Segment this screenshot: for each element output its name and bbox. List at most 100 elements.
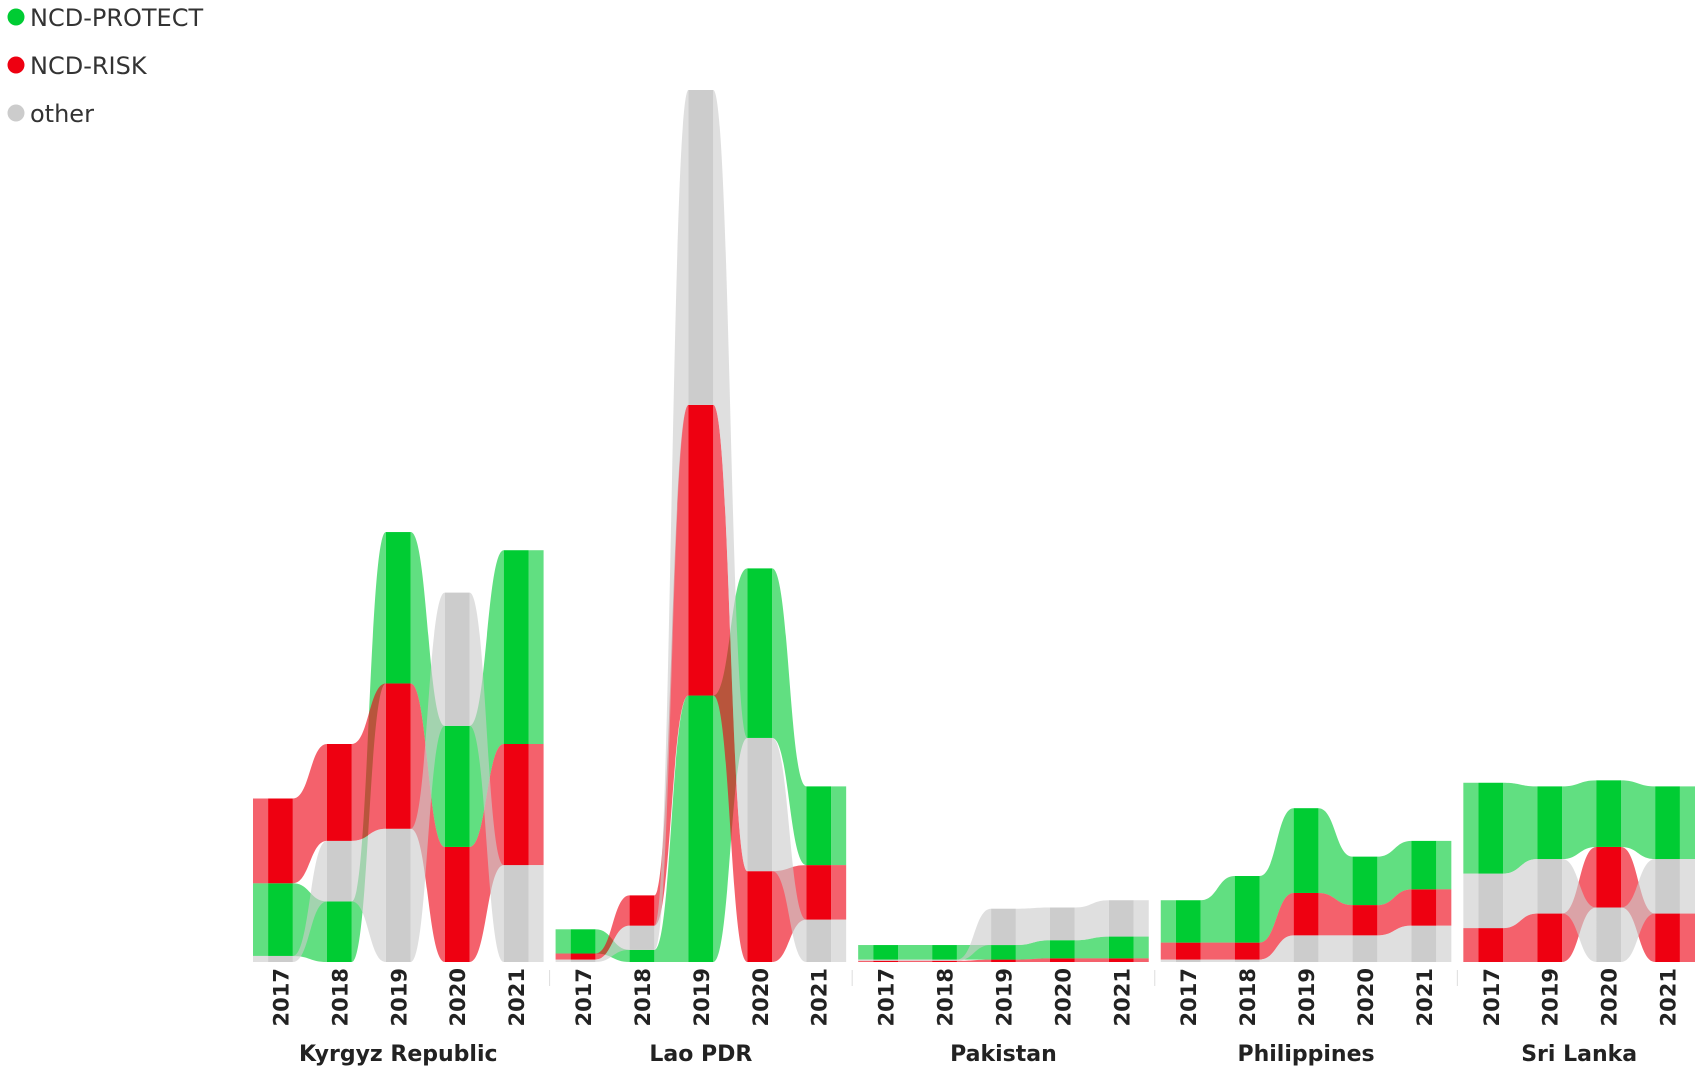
bar-lao-pdr-2017-other[interactable]: [570, 959, 596, 962]
bar-philippines-2019-ncd-risk[interactable]: [1293, 892, 1319, 936]
bar-philippines-2020-ncd-risk[interactable]: [1352, 905, 1378, 936]
ribbon-pakistan-ncd-risk-2020-2021[interactable]: [1074, 958, 1109, 962]
bar-philippines-2017-ncd-protect[interactable]: [1175, 900, 1201, 943]
bar-sri-lanka-2019-other[interactable]: [1537, 859, 1563, 914]
ribbon-philippines-ncd-risk-2020-2021[interactable]: [1377, 889, 1412, 936]
bar-kyrgyz-republic-2021-ncd-risk[interactable]: [503, 744, 529, 866]
ribbon-philippines-ncd-risk-2017-2018[interactable]: [1200, 942, 1235, 960]
ribbon-kyrgyz-republic-ncd-protect-2019-2020[interactable]: [410, 532, 445, 847]
bar-lao-pdr-2021-other[interactable]: [806, 919, 832, 962]
ribbon-kyrgyz-republic-ncd-risk-2017-2018[interactable]: [292, 744, 328, 884]
bar-kyrgyz-republic-2018-ncd-protect[interactable]: [327, 901, 352, 962]
bar-lao-pdr-2019-ncd-risk[interactable]: [688, 404, 714, 696]
bar-pakistan-2020-ncd-protect[interactable]: [1050, 940, 1075, 959]
bar-sri-lanka-2020-other[interactable]: [1596, 907, 1621, 963]
ribbon-philippines-other-2018-2019[interactable]: [1259, 935, 1294, 962]
bar-philippines-2020-ncd-protect[interactable]: [1352, 856, 1378, 906]
legend-item-ncd-protect[interactable]: NCD-PROTECT: [7, 4, 204, 32]
bar-philippines-2018-ncd-protect[interactable]: [1234, 876, 1260, 943]
bar-pakistan-2021-ncd-risk[interactable]: [1108, 958, 1134, 962]
bar-sri-lanka-2017-other[interactable]: [1478, 873, 1504, 929]
ribbon-pakistan-ncd-risk-2017-2018[interactable]: [897, 960, 933, 962]
bar-philippines-2017-other[interactable]: [1175, 959, 1201, 962]
ribbon-sri-lanka-other-2019-2020[interactable]: [1562, 859, 1597, 962]
ribbon-lao-pdr-ncd-protect-2018-2019[interactable]: [654, 695, 689, 962]
ribbon-pakistan-other-2020-2021[interactable]: [1074, 900, 1109, 941]
bar-pakistan-2019-other[interactable]: [991, 908, 1016, 946]
bar-pakistan-2018-other[interactable]: [932, 959, 957, 961]
ribbon-kyrgyz-republic-other-2018-2019[interactable]: [351, 828, 386, 962]
bar-philippines-2018-other[interactable]: [1234, 959, 1260, 962]
ribbon-philippines-ncd-risk-2019-2020[interactable]: [1318, 892, 1353, 936]
bar-philippines-2021-other[interactable]: [1411, 925, 1437, 962]
ribbon-kyrgyz-republic-ncd-risk-2018-2019[interactable]: [351, 683, 386, 841]
bar-kyrgyz-republic-2017-ncd-protect[interactable]: [268, 883, 293, 956]
bar-sri-lanka-2021-ncd-risk[interactable]: [1655, 913, 1680, 962]
legend-item-ncd-risk[interactable]: NCD-RISK: [7, 52, 148, 80]
ribbon-philippines-ncd-protect-2017-2018[interactable]: [1200, 876, 1235, 943]
bar-lao-pdr-2019-other[interactable]: [688, 90, 714, 405]
ribbon-philippines-other-2019-2020[interactable]: [1318, 935, 1353, 962]
ribbon-sri-lanka-ncd-protect-2020-2021[interactable]: [1620, 780, 1656, 860]
bar-philippines-2019-other[interactable]: [1293, 935, 1319, 962]
bar-lao-pdr-2018-ncd-risk[interactable]: [629, 895, 655, 926]
ribbon-kyrgyz-republic-ncd-risk-2020-2021[interactable]: [469, 744, 504, 962]
bar-lao-pdr-2021-ncd-protect[interactable]: [806, 786, 832, 866]
bar-lao-pdr-2019-ncd-protect[interactable]: [688, 695, 714, 962]
ribbon-pakistan-other-2018-2019[interactable]: [956, 908, 992, 961]
bar-sri-lanka-2021-other[interactable]: [1655, 859, 1680, 914]
bar-lao-pdr-2020-ncd-risk[interactable]: [747, 871, 773, 962]
bar-kyrgyz-republic-2018-other[interactable]: [327, 840, 352, 902]
bar-kyrgyz-republic-2021-ncd-protect[interactable]: [503, 550, 529, 744]
bar-kyrgyz-republic-2017-ncd-risk[interactable]: [268, 798, 293, 884]
bar-philippines-2021-ncd-risk[interactable]: [1411, 889, 1437, 926]
ribbon-lao-pdr-ncd-protect-2020-2021[interactable]: [772, 568, 807, 866]
ribbon-sri-lanka-other-2017-2019[interactable]: [1503, 859, 1538, 929]
bar-philippines-2018-ncd-risk[interactable]: [1234, 942, 1260, 960]
bar-kyrgyz-republic-2021-other[interactable]: [503, 865, 529, 962]
bar-lao-pdr-2018-ncd-protect[interactable]: [629, 949, 655, 962]
ribbon-kyrgyz-republic-other-2020-2021[interactable]: [469, 592, 504, 962]
bar-lao-pdr-2018-other[interactable]: [629, 925, 655, 950]
bar-lao-pdr-2021-ncd-risk[interactable]: [806, 865, 832, 920]
bar-pakistan-2017-ncd-risk[interactable]: [873, 960, 898, 962]
bar-pakistan-2019-ncd-risk[interactable]: [991, 959, 1016, 962]
ribbon-philippines-other-2017-2018[interactable]: [1200, 959, 1235, 962]
bar-sri-lanka-2020-ncd-risk[interactable]: [1596, 846, 1621, 908]
ribbon-sri-lanka-ncd-protect-2017-2019[interactable]: [1503, 782, 1538, 874]
bar-sri-lanka-2019-ncd-risk[interactable]: [1537, 913, 1563, 962]
ribbon-lao-pdr-ncd-risk-2019-2020[interactable]: [713, 404, 748, 962]
ribbon-lao-pdr-other-2020-2021[interactable]: [772, 737, 807, 962]
bar-sri-lanka-2017-ncd-protect[interactable]: [1478, 782, 1504, 874]
bar-philippines-2021-ncd-protect[interactable]: [1411, 840, 1437, 890]
ribbon-pakistan-other-2017-2018[interactable]: [897, 959, 933, 961]
bar-pakistan-2018-ncd-protect[interactable]: [932, 945, 957, 960]
bar-kyrgyz-republic-2019-ncd-risk[interactable]: [385, 683, 411, 829]
ribbon-lao-pdr-ncd-risk-2017-2018[interactable]: [595, 895, 630, 960]
ribbon-pakistan-ncd-risk-2019-2020[interactable]: [1015, 958, 1051, 962]
ribbon-lao-pdr-other-2017-2018[interactable]: [595, 925, 630, 962]
bar-pakistan-2017-other[interactable]: [873, 959, 898, 961]
legend-item-other[interactable]: other: [7, 100, 95, 128]
ribbon-philippines-ncd-protect-2018-2019[interactable]: [1259, 808, 1294, 943]
ribbon-pakistan-ncd-protect-2020-2021[interactable]: [1074, 936, 1109, 959]
bar-kyrgyz-republic-2017-other[interactable]: [268, 955, 293, 962]
bar-philippines-2019-ncd-protect[interactable]: [1293, 808, 1319, 893]
bar-lao-pdr-2020-ncd-protect[interactable]: [747, 568, 773, 738]
bar-pakistan-2021-other[interactable]: [1108, 900, 1134, 937]
bar-sri-lanka-2017-ncd-risk[interactable]: [1478, 928, 1504, 962]
bar-pakistan-2020-other[interactable]: [1050, 907, 1075, 941]
bar-sri-lanka-2019-ncd-protect[interactable]: [1537, 786, 1563, 860]
bar-lao-pdr-2017-ncd-protect[interactable]: [570, 929, 596, 954]
bar-kyrgyz-republic-2020-other[interactable]: [444, 592, 470, 726]
bar-pakistan-2018-ncd-risk[interactable]: [932, 960, 957, 962]
ribbon-kyrgyz-republic-other-2019-2020[interactable]: [410, 592, 445, 962]
ribbon-kyrgyz-republic-ncd-protect-2020-2021[interactable]: [469, 550, 504, 847]
ribbon-sri-lanka-ncd-protect-2019-2020[interactable]: [1562, 780, 1597, 860]
ribbon-pakistan-ncd-risk-2018-2019[interactable]: [956, 959, 992, 962]
bar-kyrgyz-republic-2020-ncd-risk[interactable]: [444, 846, 470, 962]
ribbon-philippines-ncd-protect-2019-2020[interactable]: [1318, 808, 1353, 906]
ribbon-lao-pdr-other-2019-2020[interactable]: [713, 90, 748, 872]
ribbon-sri-lanka-other-2020-2021[interactable]: [1620, 859, 1656, 962]
bar-philippines-2017-ncd-risk[interactable]: [1175, 942, 1201, 960]
